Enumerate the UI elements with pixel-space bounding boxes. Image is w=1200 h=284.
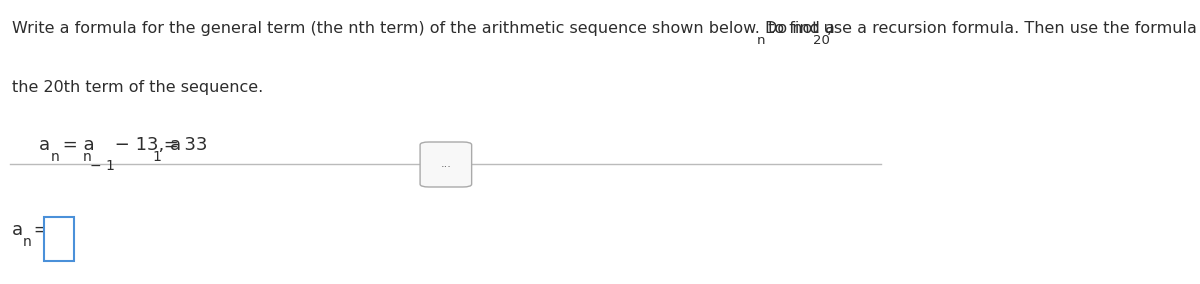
Text: − 13, a: − 13, a: [109, 136, 181, 154]
Text: n: n: [756, 34, 766, 47]
Text: a: a: [12, 221, 23, 239]
Text: n: n: [83, 151, 92, 164]
Text: − 1: − 1: [90, 159, 115, 173]
Text: ...: ...: [440, 160, 451, 170]
Text: = a: = a: [56, 136, 94, 154]
Text: 1: 1: [152, 151, 161, 164]
FancyBboxPatch shape: [420, 142, 472, 187]
FancyBboxPatch shape: [44, 217, 74, 261]
Text: ,: ,: [827, 21, 832, 36]
Text: a: a: [38, 136, 50, 154]
Text: n: n: [23, 235, 31, 249]
Text: to find a: to find a: [763, 21, 835, 36]
Text: n: n: [50, 151, 59, 164]
Text: =: =: [28, 221, 49, 239]
Text: = 33: = 33: [158, 136, 208, 154]
Text: 20: 20: [812, 34, 830, 47]
Text: the 20th term of the sequence.: the 20th term of the sequence.: [12, 80, 263, 95]
Text: Write a formula for the general term (the nth term) of the arithmetic sequence s: Write a formula for the general term (th…: [12, 21, 1200, 36]
